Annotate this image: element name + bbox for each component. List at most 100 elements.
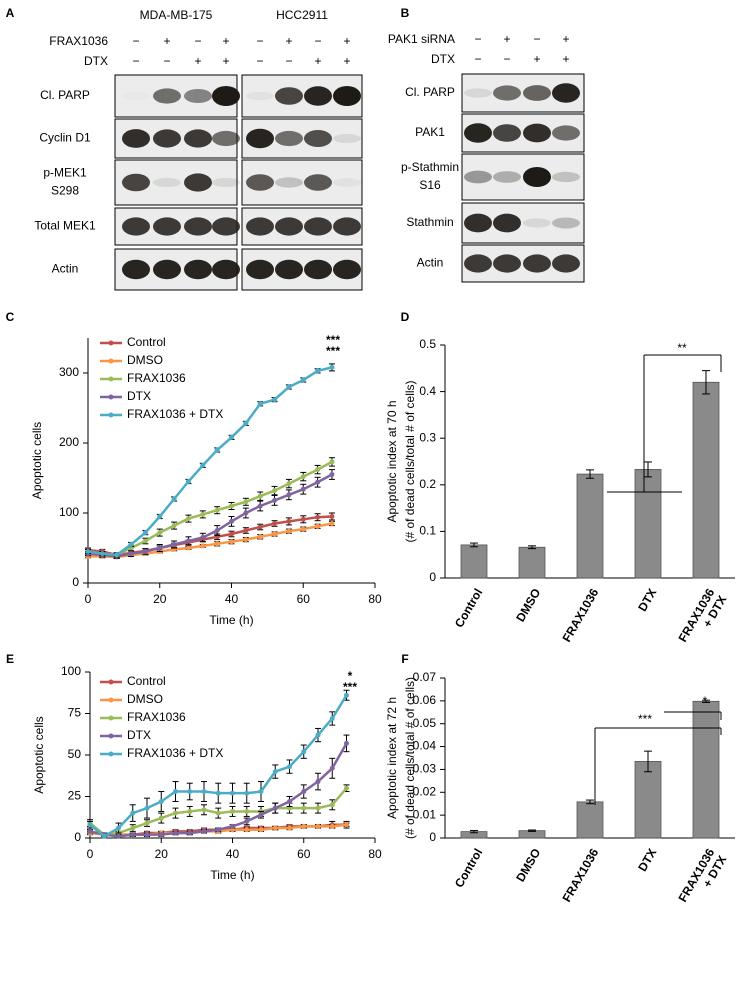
legend-label: FRAX1036 + DTX bbox=[127, 746, 223, 760]
series-line bbox=[87, 366, 333, 557]
x-tick-label: 0 bbox=[85, 592, 92, 606]
y-tick-label: 0.01 bbox=[413, 807, 437, 821]
legend-label: FRAX1036 bbox=[127, 710, 186, 724]
data-point bbox=[287, 764, 292, 770]
treatment-sign: + bbox=[222, 34, 229, 48]
significance-label: *** bbox=[638, 712, 652, 726]
data-point bbox=[200, 462, 206, 468]
blot-band bbox=[493, 124, 521, 142]
legend-marker bbox=[108, 412, 114, 418]
blot-row-label: Total MEK1 bbox=[34, 219, 96, 233]
treatment-sign: − bbox=[132, 34, 139, 48]
data-point bbox=[243, 510, 249, 516]
y-tick-label: 0.07 bbox=[413, 670, 437, 684]
blot-band bbox=[122, 173, 150, 192]
legend-marker bbox=[108, 340, 114, 346]
panel-letter: E bbox=[6, 652, 14, 666]
data-point bbox=[230, 808, 235, 814]
data-point bbox=[144, 820, 150, 826]
data-point bbox=[329, 715, 335, 721]
blot-band bbox=[153, 259, 181, 280]
y-tick-label: 0 bbox=[429, 830, 436, 844]
treatment-sign: + bbox=[343, 54, 350, 68]
data-point bbox=[315, 368, 321, 374]
treatment-sign: − bbox=[474, 52, 481, 66]
treatment-sign: − bbox=[314, 34, 321, 48]
x-tick-label: Control bbox=[452, 846, 485, 890]
data-point bbox=[272, 825, 278, 831]
y-tick-label: 0.02 bbox=[413, 784, 437, 798]
legend-marker bbox=[108, 679, 114, 685]
treatment-sign: + bbox=[533, 52, 540, 66]
panel-letter: B bbox=[401, 6, 410, 20]
blot-band bbox=[333, 259, 361, 280]
data-point bbox=[258, 827, 264, 833]
legend-marker bbox=[108, 697, 114, 703]
blot-band bbox=[275, 130, 303, 147]
y-axis-label: (# of dead cells/total # of cells) bbox=[403, 677, 417, 839]
data-point bbox=[244, 818, 250, 824]
bar bbox=[634, 469, 662, 579]
treatment-sign: + bbox=[562, 52, 569, 66]
blot-band bbox=[304, 130, 332, 147]
panel-letter: D bbox=[401, 310, 410, 324]
treatment-sign: − bbox=[533, 32, 540, 46]
x-tick-label: 40 bbox=[225, 592, 239, 606]
blot-band bbox=[122, 92, 150, 100]
blot-band bbox=[552, 254, 580, 273]
panel-letter: A bbox=[6, 6, 15, 20]
x-axis-label: Time (h) bbox=[210, 868, 254, 882]
data-point bbox=[257, 401, 263, 407]
data-point bbox=[301, 823, 307, 829]
blot-band bbox=[333, 133, 361, 144]
data-point bbox=[171, 542, 177, 547]
significance-label: ** bbox=[677, 341, 687, 355]
data-point bbox=[344, 785, 349, 791]
data-point bbox=[272, 521, 278, 526]
data-point bbox=[287, 825, 292, 831]
blot-band bbox=[184, 129, 212, 148]
blot-row-label: p-MEK1 bbox=[43, 166, 87, 180]
legend-label: DMSO bbox=[127, 692, 163, 706]
blot-band bbox=[464, 123, 492, 143]
y-tick-label: 100 bbox=[59, 505, 79, 519]
data-point bbox=[257, 503, 263, 509]
data-point bbox=[142, 530, 148, 536]
treatment-sign: + bbox=[222, 54, 229, 68]
data-point bbox=[87, 828, 93, 834]
treatment-label: PAK1 siRNA bbox=[388, 32, 455, 46]
legend-label: Control bbox=[127, 335, 166, 349]
data-point bbox=[244, 808, 250, 814]
data-point bbox=[329, 514, 335, 519]
significance-label: *** bbox=[343, 680, 357, 694]
treatment-sign: − bbox=[194, 34, 201, 48]
data-point bbox=[85, 549, 91, 554]
data-point bbox=[187, 789, 193, 795]
y-tick-label: 300 bbox=[59, 365, 79, 379]
treatment-sign: + bbox=[314, 54, 321, 68]
blot-row-label: Cl. PARP bbox=[40, 88, 90, 102]
y-axis-label: Apoptotic cells bbox=[30, 422, 44, 499]
legend-label: DTX bbox=[127, 389, 151, 403]
legend-marker bbox=[108, 715, 114, 721]
data-point bbox=[87, 822, 93, 828]
data-point bbox=[130, 832, 136, 838]
data-point bbox=[300, 516, 306, 522]
data-point bbox=[243, 420, 249, 426]
y-tick-label: 0 bbox=[429, 570, 436, 584]
x-tick-label: 60 bbox=[297, 847, 311, 861]
y-tick-label: 25 bbox=[68, 789, 82, 803]
data-point bbox=[200, 535, 206, 540]
bar bbox=[576, 801, 604, 839]
data-point bbox=[329, 823, 335, 829]
data-point bbox=[257, 493, 263, 499]
data-point bbox=[329, 802, 335, 808]
blot-band bbox=[304, 86, 332, 106]
blot-row-label: S298 bbox=[51, 184, 79, 198]
data-point bbox=[329, 459, 335, 465]
data-point bbox=[272, 488, 278, 494]
blot-band bbox=[184, 89, 212, 103]
series-line bbox=[87, 460, 333, 557]
treatment-label: DTX bbox=[431, 52, 455, 66]
treatment-sign: + bbox=[163, 34, 170, 48]
